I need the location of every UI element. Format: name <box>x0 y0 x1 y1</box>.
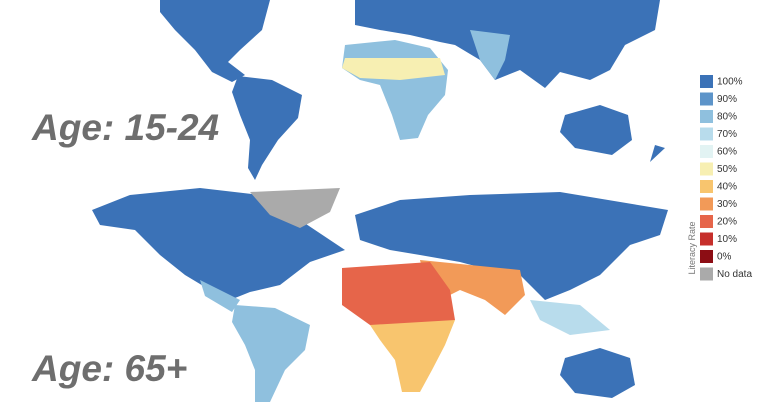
australia <box>560 348 635 398</box>
africa-north <box>342 262 455 330</box>
india <box>470 30 510 80</box>
legend-label: 100% <box>717 77 743 88</box>
legend-swatch <box>700 250 713 263</box>
legend-swatch <box>700 180 713 193</box>
legend-label: 10% <box>717 234 737 245</box>
legend-label: 60% <box>717 147 737 158</box>
australia <box>560 105 632 155</box>
south-america <box>232 76 302 180</box>
legend-swatch <box>700 92 713 106</box>
legend-label: 30% <box>717 199 737 210</box>
southeast-asia <box>530 300 610 335</box>
middle-east-south-asia <box>420 260 525 315</box>
legend-swatch <box>700 162 713 176</box>
legend-swatch <box>700 75 713 88</box>
legend-label: No data <box>717 269 752 280</box>
legend-swatch <box>700 232 713 246</box>
map-bottom <box>92 188 668 402</box>
legend-label: 50% <box>717 164 737 175</box>
legend-title: Literacy Rate <box>687 221 697 274</box>
greenland <box>250 188 340 228</box>
legend-label: 90% <box>717 94 737 105</box>
panel-label: Age: 15-24 <box>31 107 219 148</box>
legend-swatch <box>700 110 713 123</box>
legend-swatch <box>700 267 713 281</box>
map-top <box>160 0 665 180</box>
legend-swatch <box>700 215 713 228</box>
africa-sahel <box>342 58 445 80</box>
legend-swatch <box>700 145 713 158</box>
central-america <box>200 280 240 312</box>
legend-label: 20% <box>717 217 737 228</box>
eurasia <box>355 192 668 300</box>
legend-label: 0% <box>717 252 732 263</box>
legend-label: 80% <box>717 112 737 123</box>
africa-south <box>370 320 455 392</box>
legend-swatch <box>700 127 713 141</box>
new-zealand <box>650 145 665 162</box>
legend-swatch <box>700 197 713 211</box>
panel-label: Age: 65+ <box>31 348 187 389</box>
north-america <box>160 0 270 82</box>
legend-label: 40% <box>717 182 737 193</box>
legend-label: 70% <box>717 129 737 140</box>
africa <box>342 40 448 140</box>
south-america <box>232 305 310 402</box>
legend: 100% 90% 80% 70% 60% 50% 40% 30% 20% 10% 0% No data… <box>687 75 752 281</box>
